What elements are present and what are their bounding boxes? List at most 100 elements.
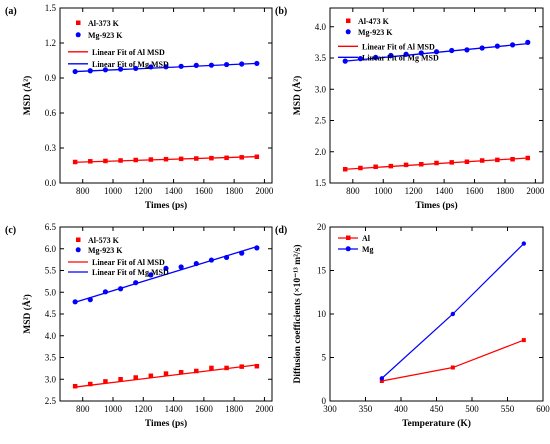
legend-marker-square — [76, 20, 81, 25]
x-tick-label: 1400 — [435, 186, 454, 196]
y-tick-label: 1.2 — [45, 38, 56, 48]
data-point-circle — [163, 64, 169, 70]
panel-0: 800 1000 1200 1400 1600 1800 2000 0.0 0.3 0.6 0.9 1… — [5, 3, 274, 211]
data-point-circle — [373, 54, 379, 60]
data-point-square — [449, 160, 454, 165]
legend-label: Al — [362, 234, 371, 243]
x-tick-label: 1800 — [225, 186, 244, 196]
data-point-circle — [102, 289, 109, 295]
data-point-circle — [208, 257, 215, 263]
y-tick-label: 0.9 — [45, 73, 57, 83]
data-point-square — [178, 156, 184, 162]
data-point-circle — [357, 56, 364, 62]
y-tick-label: 3.0 — [315, 84, 327, 94]
legend-label: Linear Fit of Mg MSD — [92, 60, 169, 69]
legend-marker-circle — [75, 32, 81, 38]
data-point-square — [479, 158, 485, 163]
data-point-square — [148, 373, 154, 379]
x-tick-label: 350 — [359, 404, 373, 414]
panel-label: (a) — [5, 6, 17, 17]
data-point-square — [178, 370, 184, 375]
data-point-circle — [521, 241, 527, 246]
legend-label: Mg-923 K — [88, 31, 123, 40]
x-tick-label: 1400 — [165, 186, 184, 196]
data-point-square — [239, 364, 244, 369]
data-point-square — [358, 165, 363, 171]
legend-marker-circle — [75, 247, 81, 253]
data-point-circle — [87, 68, 93, 74]
x-tick-label: 800 — [76, 404, 90, 414]
data-point-square — [103, 158, 108, 164]
data-point-circle — [433, 49, 440, 55]
fit-line-0 — [75, 364, 257, 388]
legend-label: Al-373 K — [88, 19, 120, 28]
series-line-1 — [381, 243, 525, 379]
panel-label: (c) — [5, 225, 16, 236]
legend-label: Linear Fit of Al MSD — [362, 42, 435, 51]
data-point-square — [521, 338, 526, 343]
data-point-square — [103, 379, 108, 384]
y-tick-label: 6.0 — [45, 244, 57, 254]
legend-label: Linear Fit of Mg MSD — [92, 268, 169, 277]
data-point-square — [379, 378, 384, 383]
data-point-square — [510, 157, 515, 162]
data-point-circle — [148, 64, 154, 70]
x-tick-label: 1200 — [405, 186, 424, 196]
data-point-square — [388, 163, 394, 169]
legend-marker-circle — [345, 246, 351, 252]
data-point-circle — [178, 63, 184, 69]
data-point-circle — [239, 61, 245, 67]
x-axis-title: Times (ps) — [145, 418, 187, 429]
y-axis-title: MSD (Å²) — [21, 294, 33, 334]
plot-frame — [329, 7, 544, 184]
data-point-square — [118, 158, 123, 163]
data-point-circle — [178, 264, 184, 270]
y-tick-label: 1.5 — [45, 3, 57, 13]
legend-label: Al-573 K — [88, 236, 120, 245]
data-point-circle — [72, 299, 78, 305]
data-point-square — [194, 156, 199, 161]
plot-frame — [59, 7, 273, 184]
data-point-circle — [117, 66, 124, 72]
y-tick-label: 4.5 — [45, 309, 57, 319]
x-tick-label: 1600 — [466, 186, 485, 196]
y-tick-label: 3.5 — [45, 353, 57, 363]
y-tick-label: 5.5 — [45, 266, 57, 276]
panel-2: 800 1000 1200 1400 1600 1800 2000 2.5 3.0 3.5 4.0 4… — [5, 222, 274, 429]
data-point-square — [163, 371, 169, 376]
data-point-circle — [133, 65, 139, 72]
data-point-square — [419, 162, 424, 167]
data-point-circle — [254, 60, 260, 67]
data-point-square — [254, 363, 260, 369]
x-tick-label: 600 — [536, 404, 550, 414]
y-tick-label: 6.5 — [45, 222, 57, 232]
data-point-square — [133, 375, 138, 380]
y-axis-title: MSD (Å²) — [291, 76, 303, 116]
data-point-circle — [239, 250, 245, 256]
legend-label: Mg-923 K — [88, 246, 123, 255]
data-point-square — [118, 377, 123, 382]
data-point-circle — [388, 52, 394, 59]
data-point-circle — [117, 286, 124, 292]
x-tick-label: 1800 — [496, 186, 515, 196]
data-point-square — [88, 159, 93, 164]
data-point-circle — [193, 260, 199, 267]
y-axis-title: Diffusion coefficients (×10⁻¹³ m²/s) — [292, 244, 303, 383]
x-tick-label: 400 — [394, 404, 408, 414]
y-axis-title: MSD (Å²) — [21, 76, 33, 116]
data-point-circle — [163, 265, 169, 271]
data-point-square — [224, 155, 229, 161]
y-tick-label: 15 — [317, 266, 327, 276]
data-point-circle — [148, 272, 154, 278]
data-point-square — [403, 162, 409, 168]
data-point-square — [194, 368, 199, 374]
data-point-circle — [525, 39, 531, 45]
data-point-square — [224, 365, 229, 371]
y-tick-label: 1.5 — [315, 178, 327, 188]
y-tick-label: 0.6 — [45, 108, 57, 118]
y-tick-label: 4.0 — [45, 331, 57, 341]
data-point-square — [373, 164, 378, 169]
data-point-circle — [450, 311, 456, 317]
x-tick-label: 1000 — [104, 404, 123, 414]
